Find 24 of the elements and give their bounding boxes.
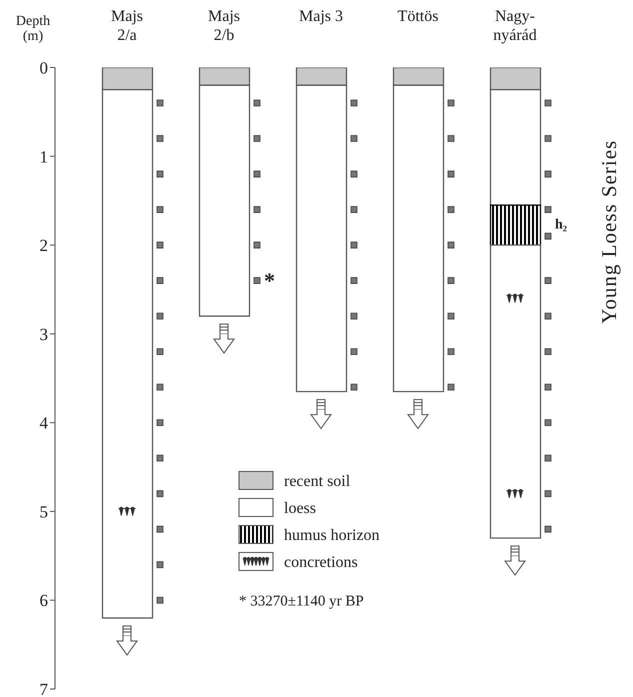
bar xyxy=(490,204,542,246)
text: Young Loess Series xyxy=(597,140,621,324)
legend-label: loess xyxy=(284,500,316,517)
bar xyxy=(490,244,542,539)
y-tick-label: 7 xyxy=(40,680,48,697)
annotation: * xyxy=(264,268,275,294)
y-tick-label: 5 xyxy=(40,502,48,522)
y-tick-label: 6 xyxy=(40,591,48,610)
legend-label: concretions xyxy=(284,554,358,571)
y-tick-label: 3 xyxy=(40,324,48,344)
legend-label: recent soil xyxy=(284,472,351,490)
y-tick-label: 1 xyxy=(40,147,48,166)
x-tick-label: Majs 2/a xyxy=(111,8,143,44)
y-tick-label: 4 xyxy=(40,414,48,433)
y-tick-label: 2 xyxy=(40,236,48,256)
annotation: h₂ xyxy=(555,218,567,233)
annotation: * 33270±1140 yr BP xyxy=(239,593,364,610)
x-tick-label: Majs 3 xyxy=(299,8,343,25)
x-tick-label: Nagy-nyárád xyxy=(493,8,537,44)
x-tick-label: Majs 2/b xyxy=(208,8,240,44)
legend-label: humus horizon xyxy=(284,526,380,544)
y-tick-label: 0 xyxy=(40,58,48,78)
y-axis-title: Depth (m) xyxy=(16,14,50,44)
x-tick-label: Töttös xyxy=(398,8,438,25)
